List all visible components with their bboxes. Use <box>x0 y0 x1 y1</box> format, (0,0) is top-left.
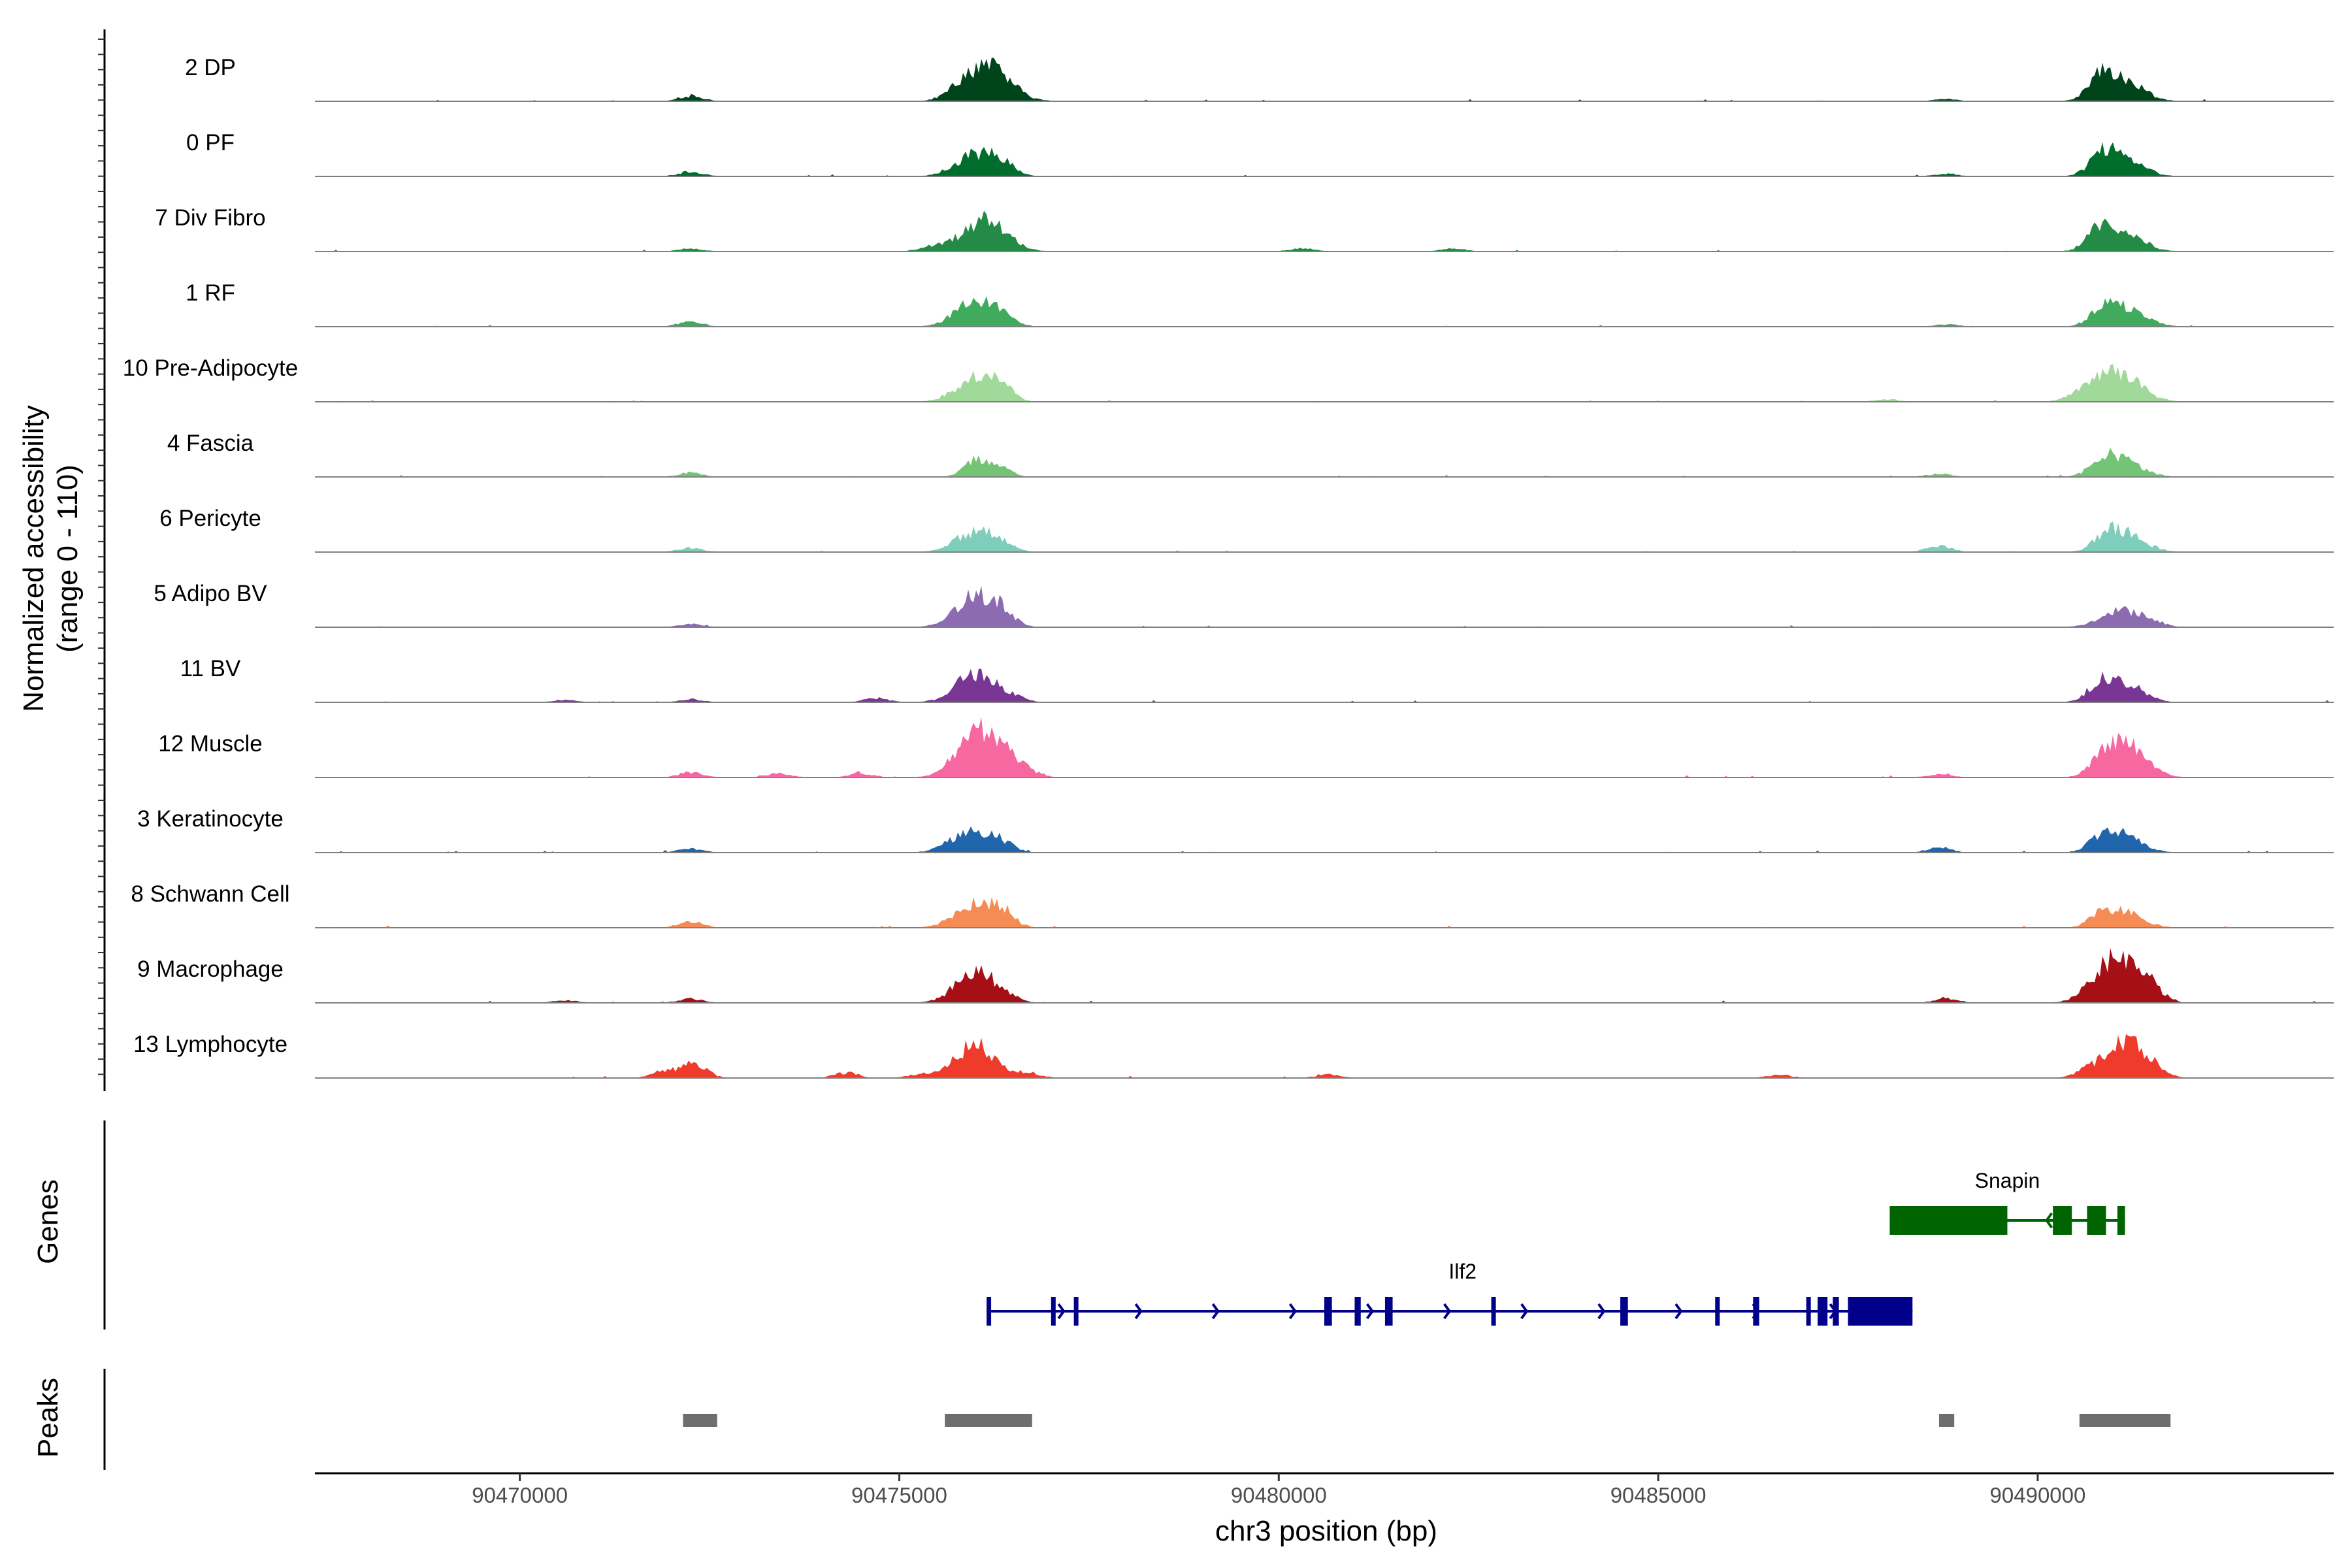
strand-arrow <box>1520 1303 1529 1320</box>
track-14: 13 Lymphocyte <box>133 1032 2334 1079</box>
peak-regions <box>683 1414 2171 1427</box>
track-6: 4 Fascia <box>167 431 2334 478</box>
gene-exon <box>1324 1297 1332 1326</box>
gene-exon <box>2117 1206 2125 1235</box>
gene-exon <box>1620 1297 1628 1326</box>
coverage-area <box>315 717 2334 777</box>
coverage-area <box>315 585 2334 627</box>
track-label: 5 Adipo BV <box>154 581 267 606</box>
strand-arrow <box>1674 1303 1683 1320</box>
strand-arrow <box>2045 1212 2053 1229</box>
track-2: 0 PF <box>186 130 2334 177</box>
track-11: 3 Keratinocyte <box>137 806 2334 853</box>
track-12: 8 Schwann Cell <box>131 881 2334 928</box>
strand-arrow <box>1211 1303 1220 1320</box>
track-label: 4 Fascia <box>167 431 254 456</box>
coverage-tracks: 2 DP 0 PF 7 Div Fibro 1 RF 10 Pre-Adipocyte 4… <box>123 55 2334 1079</box>
gene-exon <box>1753 1297 1759 1326</box>
track-7: 6 Pericyte <box>159 506 2334 553</box>
track-9: 11 BV <box>180 656 2334 703</box>
strand-arrow <box>1597 1303 1606 1320</box>
peak-region <box>945 1414 1032 1427</box>
track-3: 7 Div Fibro <box>155 205 2334 252</box>
gene-exon <box>1715 1297 1720 1326</box>
x-tick-label: 90485000 <box>1610 1483 1707 1507</box>
x-tick-label: 90490000 <box>1990 1483 2086 1507</box>
left-axes <box>98 29 106 1470</box>
coverage-area <box>315 448 2334 477</box>
track-1: 2 DP <box>185 55 2334 102</box>
gene-exon <box>1889 1206 2008 1235</box>
strand-arrow <box>1288 1303 1297 1320</box>
track-label: 9 Macrophage <box>137 956 284 982</box>
coverage-area <box>315 57 2334 101</box>
x-tick-label: 90475000 <box>851 1483 947 1507</box>
coverage-area <box>315 210 2334 252</box>
gene-exon <box>2087 1206 2106 1235</box>
strand-arrow <box>1134 1303 1143 1320</box>
peaks-panel-label: Peaks <box>32 1378 64 1458</box>
coverage-area <box>315 1034 2334 1078</box>
coverage-area <box>315 296 2334 327</box>
coverage-area <box>315 896 2334 928</box>
track-label: 10 Pre-Adipocyte <box>123 355 298 381</box>
strand-arrow <box>1057 1303 1066 1320</box>
gene-exon <box>1818 1297 1828 1326</box>
gene-exon <box>2053 1206 2072 1235</box>
coverage-area <box>315 826 2334 853</box>
track-label: 2 DP <box>185 55 236 80</box>
track-label: 0 PF <box>186 130 235 155</box>
gene-exon <box>1051 1297 1056 1326</box>
track-label: 12 Muscle <box>158 731 263 757</box>
track-5: 10 Pre-Adipocyte <box>123 355 2334 402</box>
genes-panel-label: Genes <box>32 1179 64 1264</box>
coverage-area <box>315 521 2334 552</box>
x-axis: 90470000 90475000 90480000 90485000 90490000 <box>315 1472 2334 1507</box>
track-label: 7 Div Fibro <box>155 205 265 231</box>
coverage-area <box>315 668 2334 702</box>
peak-region <box>2079 1414 2171 1427</box>
track-label: 3 Keratinocyte <box>137 806 284 832</box>
gene-exon <box>987 1297 992 1326</box>
strand-arrow <box>1365 1303 1375 1320</box>
strand-arrow <box>1443 1303 1452 1320</box>
x-tick-label: 90480000 <box>1231 1483 1327 1507</box>
y-axis-title-line-1: Normalized accessibility <box>18 405 50 711</box>
gene-exon <box>1384 1297 1393 1326</box>
gene-ilf2: Ilf2 <box>987 1260 1913 1326</box>
gene-exon <box>1491 1297 1496 1326</box>
y-axis-title-line-2: (range 0 - 110) <box>52 465 84 653</box>
track-10: 12 Muscle <box>158 717 2334 778</box>
gene-label: Snapin <box>1975 1169 2040 1192</box>
track-label: 11 BV <box>180 656 241 681</box>
gene-exon <box>1354 1297 1361 1326</box>
track-label: 6 Pericyte <box>159 506 261 531</box>
gene-annotations: Snapin Ilf2 <box>987 1169 2125 1326</box>
gene-exon <box>1073 1297 1079 1326</box>
track-label: 1 RF <box>186 280 235 306</box>
y-axis-title: Normalized accessibility (range 0 - 110) <box>18 405 84 711</box>
x-axis-title: chr3 position (bp) <box>1215 1515 1437 1547</box>
track-13: 9 Macrophage <box>137 948 2334 1004</box>
gene-label: Ilf2 <box>1448 1260 1477 1283</box>
gene-exon <box>1833 1297 1839 1326</box>
peak-region <box>1938 1414 1955 1427</box>
coverage-area <box>315 142 2334 176</box>
x-tick-label: 90470000 <box>472 1483 568 1507</box>
coverage-area <box>315 364 2334 402</box>
gene-exon <box>1848 1297 1913 1326</box>
peak-region <box>683 1414 717 1427</box>
track-label: 8 Schwann Cell <box>131 881 289 907</box>
coverage-area <box>315 948 2334 1003</box>
track-label: 13 Lymphocyte <box>133 1032 287 1057</box>
gene-snapin: Snapin <box>1889 1169 2125 1235</box>
gene-exon <box>1806 1297 1811 1326</box>
track-4: 1 RF <box>186 280 2334 327</box>
track-8: 5 Adipo BV <box>154 581 2334 628</box>
